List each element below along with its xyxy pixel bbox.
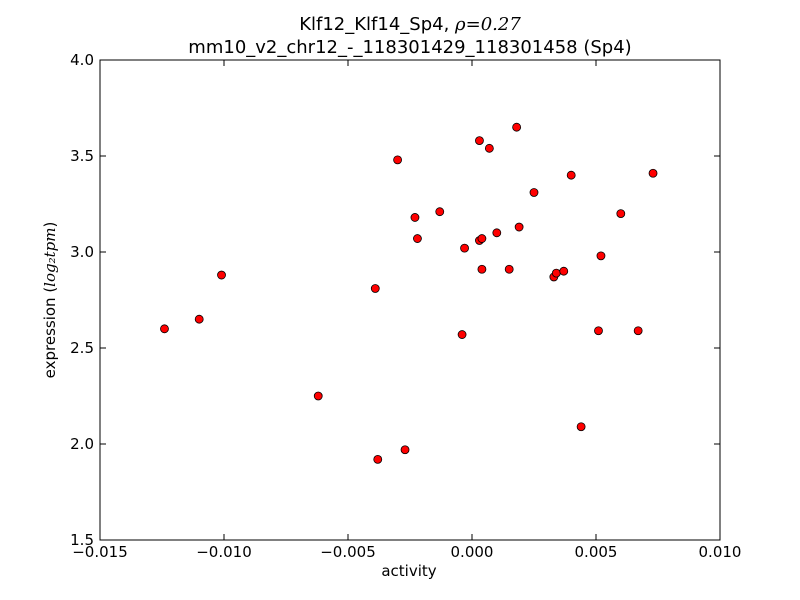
x-tick-label: −0.015 [72,543,128,561]
plot-area [99,59,721,541]
x-tick-label: 0.010 [699,543,742,561]
data-point [512,122,522,132]
data-point [551,268,561,278]
y-axis-ticks: 1.5 2.0 2.5 3.0 3.5 4.0 [70,51,720,549]
data-point [477,264,487,274]
data-point [194,314,204,324]
x-axis-ticks: −0.015 −0.010 −0.005 0.000 0.005 0.010 [72,60,741,561]
data-point [313,391,323,401]
y-tick-label: 3.0 [70,243,94,261]
x-tick-label: −0.005 [320,543,376,561]
data-point [217,270,226,280]
data-point [373,454,383,464]
chart-title-line2: mm10_v2_chr12_-_118301429_118301458 (Sp4… [188,37,631,58]
y-tick-label: 2.5 [70,339,94,357]
chart-title-line1: Klf12_Klf14_Sp4, ρ=0.27 [299,14,521,35]
data-point [460,243,469,253]
y-tick-label: 2.0 [70,435,94,453]
data-point [435,207,445,217]
data-point [633,326,643,336]
data-point [648,168,658,178]
data-point [514,222,524,232]
y-axis-label-suffix: ) [41,222,59,228]
data-point [504,264,514,274]
x-tick-label: 0.000 [451,543,494,561]
data-point [596,251,606,261]
data-point [160,324,169,334]
data-point [594,326,603,336]
y-tick-label: 1.5 [70,531,94,549]
data-point [559,266,569,276]
chart-title-rho: ρ=0.27 [454,14,521,35]
x-tick-label: 0.005 [575,543,618,561]
chart-title-text: Klf12_Klf14_Sp4, [299,14,455,35]
y-axis-label-math: log₂tpm [41,228,59,287]
y-tick-label: 3.5 [70,147,94,165]
y-axis-label: expression (log₂tpm) [41,222,59,379]
data-point [576,422,586,432]
data-point [393,155,403,165]
data-point [475,136,484,146]
data-point [410,213,420,222]
data-point [484,143,494,153]
y-tick-label: 4.0 [70,51,94,69]
data-point [370,284,380,293]
data-point [492,228,502,238]
data-point [477,234,487,243]
data-point [400,445,410,455]
data-point [616,209,626,219]
data-point [413,234,422,243]
y-axis-label-prefix: expression ( [41,287,59,379]
data-point [566,170,576,180]
x-axis-label: activity [381,562,436,580]
scatter-points [160,122,658,464]
data-point [529,188,539,197]
x-tick-label: −0.010 [196,543,252,561]
data-point [457,330,467,339]
